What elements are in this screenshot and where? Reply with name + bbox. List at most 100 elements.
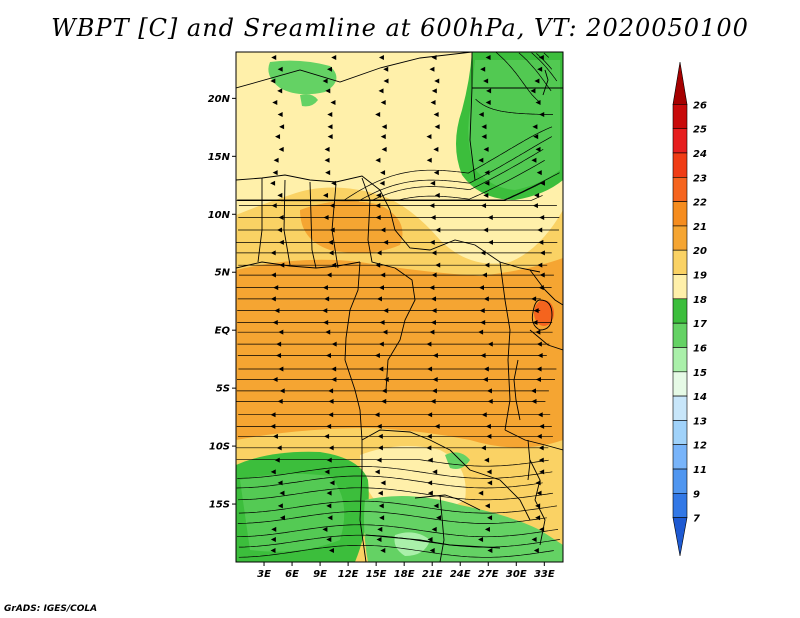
streamline-arrow — [426, 157, 432, 163]
streamline-arrow — [486, 433, 492, 439]
streamline-arrow — [270, 423, 276, 429]
map-area — [236, 52, 563, 562]
streamline-arrow — [381, 146, 387, 152]
streamline-arrow — [323, 319, 329, 325]
colorbar-label: 16 — [693, 343, 707, 354]
streamline-arrow — [432, 469, 438, 475]
streamline-arrow — [487, 480, 493, 486]
streamline-arrow — [331, 376, 337, 382]
streamline-arrow — [272, 376, 278, 382]
y-tick-label: 5N — [215, 268, 231, 279]
streamline-arrow — [487, 515, 493, 521]
region-ne-green-inner — [468, 60, 560, 190]
streamline-arrow — [383, 78, 389, 84]
streamline-arrow — [533, 134, 539, 140]
colorbar-label: 12 — [693, 441, 707, 452]
colorbar-segment — [672, 201, 688, 227]
colorbar-label: 15 — [693, 368, 707, 379]
streamline-arrow — [539, 180, 545, 186]
streamline-arrow — [270, 412, 276, 418]
colorbar-label: 25 — [693, 125, 707, 136]
streamline-arrow — [539, 423, 545, 429]
streamline-arrow — [378, 54, 384, 60]
streamline-arrow — [272, 319, 278, 325]
streamline-arrow — [327, 124, 333, 130]
streamline-arrow — [279, 388, 285, 394]
colorbar-label: 14 — [693, 392, 707, 403]
streamline-arrow — [483, 192, 489, 198]
streamline — [238, 500, 557, 514]
streamline-arrow — [325, 170, 331, 176]
streamline-arrow — [322, 78, 328, 84]
x-tick-label: 6E — [285, 569, 299, 580]
colorbar-label: 21 — [693, 222, 707, 233]
streamline-arrow — [533, 548, 539, 554]
streamline-arrow — [530, 88, 536, 94]
streamline-arrow — [376, 423, 382, 429]
streamline-arrow — [536, 341, 542, 347]
border-nigeria — [361, 177, 396, 269]
streamline-arrow — [383, 239, 389, 245]
y-tick-label: 20N — [208, 94, 231, 105]
streamline-arrow — [276, 445, 282, 451]
lake-victoria — [531, 299, 553, 331]
colorbar-label: 19 — [693, 271, 707, 282]
streamline-arrow — [382, 329, 388, 335]
streamline-arrow — [376, 457, 382, 463]
streamline-arrow — [532, 124, 538, 130]
colorbar-segment — [672, 517, 688, 557]
x-tick-label: 18E — [394, 569, 415, 580]
x-tick-label: 33E — [534, 569, 555, 580]
streamline-arrow — [481, 272, 487, 278]
streamline-arrow — [538, 457, 544, 463]
x-axis: 3E 6E 9E 12E 15E 18E 21E 24E 27E 30E 33E — [257, 562, 555, 580]
streamline-arrow — [539, 112, 545, 118]
y-tick-label: EQ — [215, 326, 231, 337]
streamline-arrow — [539, 272, 545, 278]
colorbar-label: 17 — [693, 319, 707, 330]
streamline-arrow — [380, 548, 386, 554]
streamline-arrow — [433, 146, 439, 152]
streamline-arrow — [326, 423, 332, 429]
streamline-arrow — [379, 319, 385, 325]
streamline-arrow — [327, 515, 333, 521]
streamline-arrow — [270, 537, 276, 543]
x-tick-label: 12E — [338, 569, 359, 580]
streamline-arrow — [531, 398, 537, 404]
streamline-arrow — [434, 192, 440, 198]
colorbar-segment — [672, 322, 688, 348]
colorbar-segment — [672, 274, 688, 300]
streamline-arrow — [435, 515, 441, 521]
streamline-arrow — [375, 112, 381, 118]
streamline — [238, 544, 554, 558]
colorbar-segment — [672, 249, 688, 275]
colorbar-label: 11 — [693, 465, 707, 476]
streamline-arrow — [279, 490, 285, 496]
streamline-arrow — [324, 433, 330, 439]
streamline-arrow — [531, 537, 537, 543]
streamline-arrow — [432, 353, 438, 359]
streamline-arrow — [486, 88, 492, 94]
streamline-arrow — [532, 203, 538, 209]
x-tick-label: 30E — [506, 569, 527, 580]
streamline-arrow — [486, 469, 492, 475]
streamline-arrow — [380, 170, 386, 176]
streamline-arrow — [479, 308, 485, 314]
streamline-arrow — [537, 353, 543, 359]
region-orange-west-africa — [300, 201, 403, 254]
streamline-arrow — [277, 503, 283, 509]
streamline — [536, 53, 553, 70]
streamline-arrow — [375, 215, 381, 221]
streamline-arrow — [538, 239, 544, 245]
colorbar-segment — [672, 420, 688, 446]
streamline-arrow — [537, 262, 543, 268]
border-tanzania-south — [504, 429, 563, 451]
border-cote-divoire — [283, 179, 291, 266]
colorbar-segment — [672, 371, 688, 397]
streamline-arrow — [383, 66, 389, 72]
streamline-arrow — [324, 296, 330, 302]
streamline-arrow — [429, 329, 435, 335]
streamline — [237, 466, 553, 479]
streamline-arrow — [485, 423, 491, 429]
streamline-arrow — [271, 54, 277, 60]
